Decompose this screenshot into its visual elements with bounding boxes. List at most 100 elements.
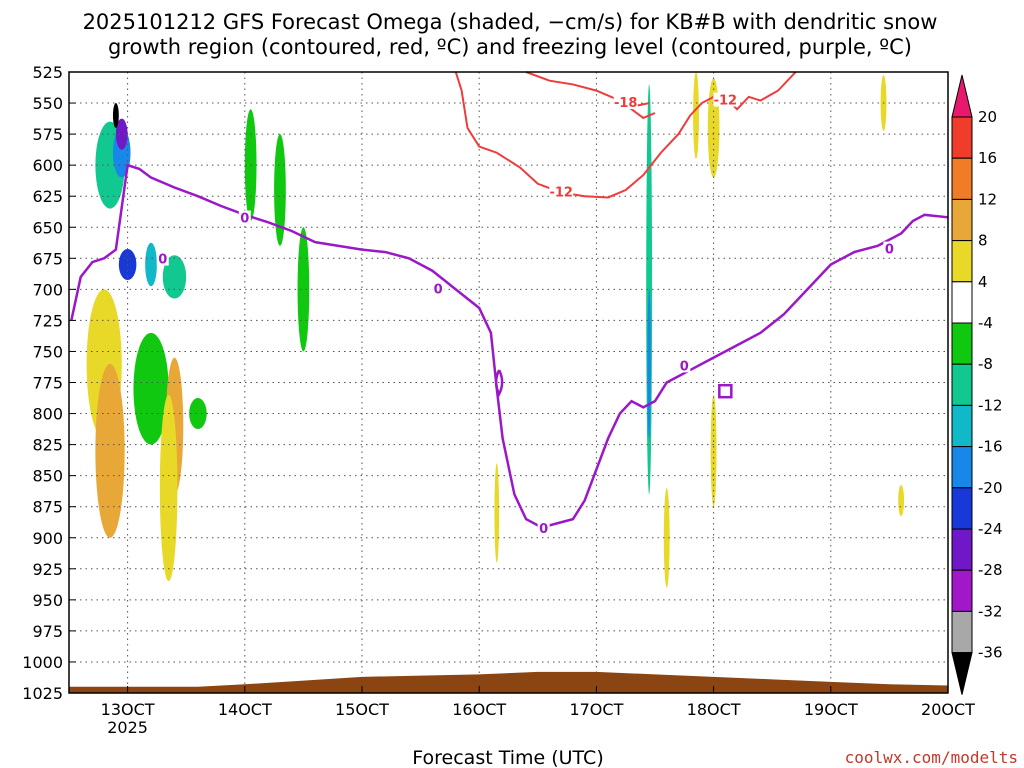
freezing-level-label: 0: [885, 243, 894, 258]
colorbar-swatch: [951, 198, 973, 242]
x-tick-label: 14OCT: [218, 700, 272, 719]
y-tick-label: 725: [32, 311, 63, 330]
omega-blob: [647, 289, 651, 439]
y-tick-label: 800: [32, 405, 63, 424]
colorbar-label: -16: [978, 438, 1003, 456]
y-tick-label: 950: [32, 591, 63, 610]
y-tick-label: 675: [32, 249, 63, 268]
colorbar-swatch: [951, 528, 973, 571]
colorbar-swatch: [951, 363, 973, 406]
omega-blob: [189, 398, 207, 430]
freezing-level-label: 0: [240, 212, 249, 227]
colorbar-label: 20: [978, 108, 997, 126]
omega-blob: [898, 484, 905, 517]
fz-label-bg: [432, 281, 445, 296]
omega-blob: [494, 463, 500, 563]
dgz-contour-label: -18: [614, 96, 638, 111]
colorbar-swatch: [951, 157, 973, 200]
fz-label-bg: [883, 241, 896, 256]
colorbar-label: -32: [978, 602, 1003, 620]
y-axis-ticks: 525 550 575 600 625 650 675 700 725 750 775 800 825 8…: [22, 63, 76, 703]
freezing-level-line: [70, 163, 949, 527]
colorbar-swatch: [951, 446, 973, 489]
x-tick-label: 18OCT: [687, 700, 741, 719]
omega-blob: [115, 118, 128, 150]
freezing-level-label: 0: [158, 253, 167, 268]
colorbar-swatch: [951, 240, 973, 283]
y-tick-label: 700: [32, 280, 63, 299]
colorbar-swatch: [951, 116, 973, 159]
colorbar-label: -24: [978, 520, 1003, 538]
colorbar-swatch: [951, 487, 973, 530]
y-tick-label: 550: [32, 94, 63, 113]
colorbar-label: 8: [978, 232, 988, 250]
y-tick-label: 900: [32, 529, 63, 548]
omega-blob: [693, 72, 699, 159]
y-tick-label: 825: [32, 436, 63, 455]
dgz-contour-label: -12: [714, 94, 738, 109]
omega-blob: [162, 255, 187, 299]
x-axis-label: Forecast Time (UTC): [412, 747, 603, 768]
omega-blob: [133, 332, 169, 445]
omega-blob: [274, 134, 286, 246]
colorbar-label: -8: [978, 355, 993, 373]
colorbar-swatch: [951, 281, 973, 324]
x-tick-label: 16OCT: [452, 700, 506, 719]
colorbar-top-triangle: [951, 74, 973, 118]
fz-label-bg: [238, 210, 251, 225]
y-tick-label: 600: [32, 156, 63, 175]
omega-blob: [663, 488, 670, 588]
y-tick-label: 875: [32, 498, 63, 517]
freezing-level-label: 0: [434, 282, 443, 297]
y-tick-label: 575: [32, 125, 63, 144]
colorbar-swatch: [951, 569, 973, 612]
chart-title-line2: growth region (contoured, red, ºC) and f…: [108, 35, 912, 59]
y-tick-label: 625: [32, 187, 63, 206]
fz-label-bg: [156, 251, 169, 266]
credit-text: coolwx.com/modelts: [845, 748, 1018, 767]
colorbar-label: 12: [978, 190, 997, 208]
colorbar-swatch: [951, 404, 973, 448]
y-tick-label: 525: [32, 63, 63, 82]
terrain-fill: [69, 671, 948, 693]
x-tick-label: 17OCT: [569, 700, 623, 719]
grid-lines: [69, 71, 949, 694]
colorbar-label: -12: [978, 396, 1003, 414]
omega-blob: [95, 363, 125, 538]
dgz-contour-label: -12: [549, 185, 573, 200]
y-tick-label: 850: [32, 467, 63, 486]
x-tick-label: 13OCT: [101, 700, 155, 719]
omega-blob: [297, 227, 310, 352]
terrain-polygon: [69, 671, 948, 693]
dgz-contour-line: [525, 71, 656, 120]
chart-title-line1: 2025101212 GFS Forecast Omega (shaded, −…: [83, 10, 938, 34]
y-tick-label: 1025: [22, 684, 63, 703]
dgz-contour-line: [454, 71, 797, 199]
x-tick-sublabel: 2025: [107, 718, 148, 737]
omega-blob: [159, 394, 178, 582]
y-tick-label: 775: [32, 374, 63, 393]
omega-blob: [145, 242, 157, 287]
colorbar-label: -20: [978, 479, 1003, 497]
y-tick-label: 925: [32, 560, 63, 579]
dgz-label-bg: [713, 92, 738, 107]
y-tick-label: 750: [32, 342, 63, 361]
dendritic-growth-contours: -12 -12 -18: [454, 71, 797, 200]
colorbar-label: -28: [978, 561, 1003, 579]
omega-blob: [112, 103, 119, 128]
colorbar-label: -36: [978, 644, 1003, 662]
colorbar-label: -4: [978, 314, 993, 332]
colorbar-swatch: [951, 322, 973, 365]
fz-label-bg: [537, 521, 550, 536]
omega-shading: [86, 72, 905, 588]
colorbar-bottom-triangle: [951, 652, 973, 695]
colorbar-label: 16: [978, 149, 997, 167]
dgz-label-bg: [613, 95, 638, 110]
fz-label-bg: [678, 358, 691, 373]
dgz-label-bg: [549, 184, 574, 199]
x-tick-label: 15OCT: [335, 700, 389, 719]
closed-freezing-contour: [718, 383, 733, 399]
colorbar: 20 16 12 8 4 -4 -8 -12 -16 -20 -24 -28 -32 -36: [951, 74, 1003, 695]
x-tick-label: 20OCT: [921, 700, 975, 719]
